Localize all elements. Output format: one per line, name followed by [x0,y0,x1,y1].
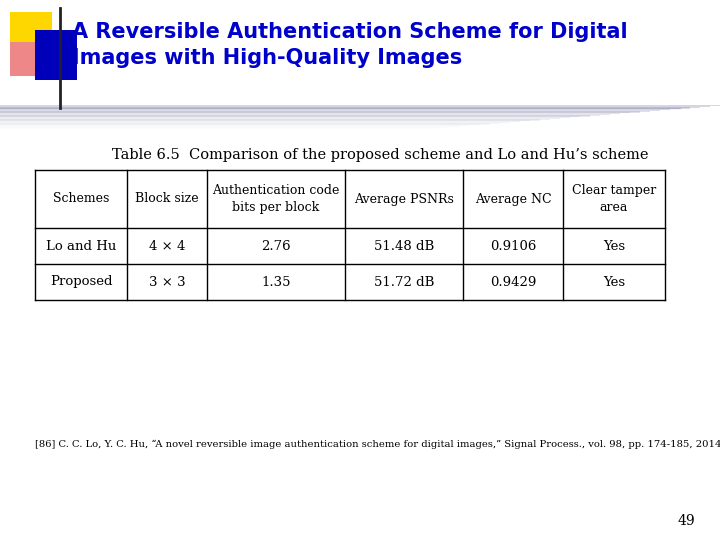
Bar [0,112,630,113]
Text: [86] C. C. Lo, Y. C. Hu, “A novel reversible image authentication scheme for dig: [86] C. C. Lo, Y. C. Hu, “A novel revers… [35,440,720,449]
Bar [0,122,510,123]
Text: 4 × 4: 4 × 4 [149,240,185,253]
Text: A Reversible Authentication Scheme for Digital
Images with High-Quality Images: A Reversible Authentication Scheme for D… [72,22,628,68]
Text: Lo and Hu: Lo and Hu [46,240,116,253]
Text: 49: 49 [678,514,695,528]
Bar [0,117,570,118]
Text: 2.76: 2.76 [261,240,291,253]
Bar [10,12,52,54]
Bar [0,116,590,117]
Bar [0,110,660,111]
Bar [0,128,430,130]
Bar [0,111,650,112]
Bar [0,119,550,120]
Text: Yes: Yes [603,240,625,253]
Bar [0,111,640,113]
Bar [0,116,580,117]
Text: 51.72 dB: 51.72 dB [374,275,434,288]
Text: Proposed: Proposed [50,275,112,288]
Text: 0.9429: 0.9429 [490,275,536,288]
Bar [0,114,600,116]
Text: Block size: Block size [135,192,199,206]
Bar [0,114,610,115]
Bar [0,108,680,110]
Bar [0,124,490,125]
Text: Average NC: Average NC [474,192,552,206]
Bar [0,118,560,119]
Text: 1.35: 1.35 [261,275,291,288]
Text: Authentication code
bits per block: Authentication code bits per block [212,184,340,214]
Bar [0,125,470,126]
Bar [0,119,540,120]
Bar [0,105,720,106]
Bar [10,42,44,76]
Text: Yes: Yes [603,275,625,288]
Bar [0,126,450,128]
Text: 3 × 3: 3 × 3 [149,275,185,288]
Text: Average PSNRs: Average PSNRs [354,192,454,206]
Bar [0,113,620,114]
Bar [0,126,460,127]
Bar [0,121,520,122]
Bar [0,127,440,129]
Bar [0,106,700,108]
Text: Table 6.5  Comparison of the proposed scheme and Lo and Hu’s scheme: Table 6.5 Comparison of the proposed sch… [112,148,648,162]
Text: 0.9106: 0.9106 [490,240,536,253]
Bar [0,123,500,124]
Bar [0,109,670,110]
Bar [0,124,480,125]
Text: 51.48 dB: 51.48 dB [374,240,434,253]
Text: Schemes: Schemes [53,192,109,206]
Bar [0,107,690,109]
Bar [0,106,710,107]
Bar [0,120,530,122]
Bar [35,30,77,80]
Text: Clear tamper
area: Clear tamper area [572,184,656,214]
